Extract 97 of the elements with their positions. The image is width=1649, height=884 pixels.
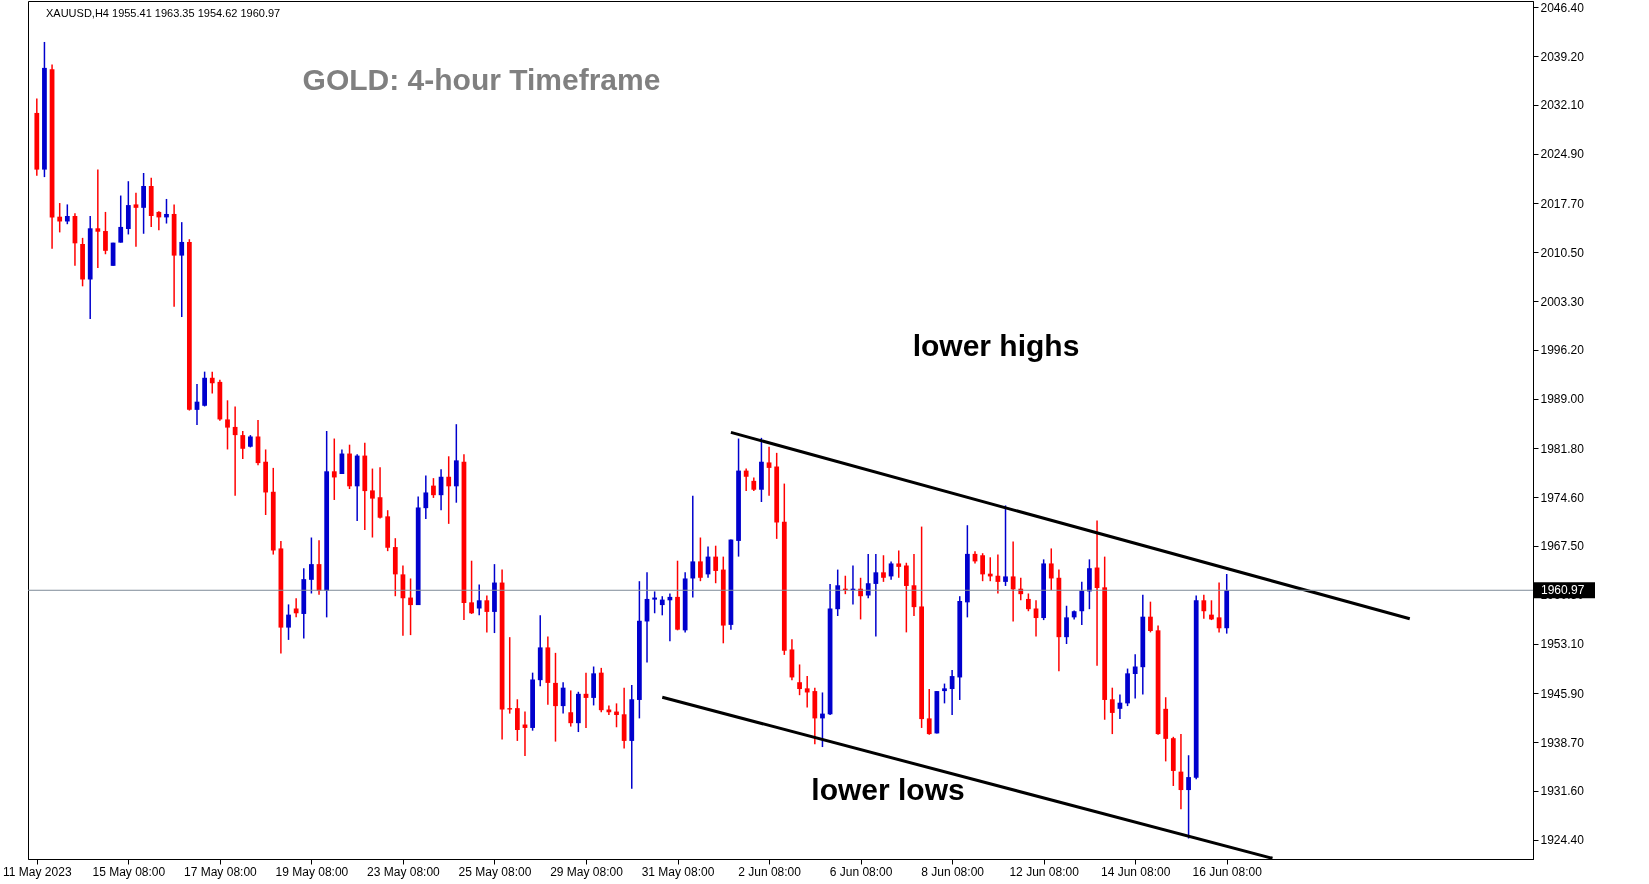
y-tick-label: 2003.30: [1540, 294, 1585, 309]
candlestick: [293, 597, 299, 619]
ref-line-label: 1960.97: [1541, 583, 1585, 598]
x-tick-label: 15 May 08:00: [92, 864, 166, 879]
y-tick-label: 1953.10: [1540, 637, 1585, 652]
y-tick-label: 1989.00: [1540, 392, 1585, 407]
candlestick: [873, 553, 879, 638]
x-tick-label: 8 Jun 08:00: [921, 864, 985, 879]
y-tick-label: 1924.40: [1540, 833, 1585, 848]
y-tick-label: 1996.20: [1540, 343, 1585, 358]
candlestick: [1148, 600, 1153, 634]
y-tick-label: 1974.60: [1540, 490, 1585, 505]
candlestick: [286, 603, 291, 641]
candlestick: [1003, 504, 1008, 587]
candlestick: [1048, 547, 1054, 591]
candlestick: [896, 549, 902, 579]
candlestick: [614, 702, 619, 729]
x-tick-label: 14 Jun 08:00: [1100, 864, 1171, 879]
x-tick-label: 17 May 08:00: [184, 864, 258, 879]
y-tick-label: 1931.60: [1540, 784, 1585, 799]
candlestick: [331, 437, 337, 501]
x-tick-label: 6 Jun 08:00: [829, 864, 893, 879]
candlestick: [553, 652, 558, 743]
candlestick: [133, 192, 139, 248]
candlestick: [423, 474, 429, 520]
annotation: XAUUSD,H4 1955.41 1963.35 1954.62 1960.97: [46, 7, 281, 19]
candlestick: [141, 172, 146, 235]
candlestick: [164, 198, 169, 225]
candlestick: [431, 477, 436, 499]
candlestick: [659, 595, 665, 617]
candlestick: [949, 669, 955, 716]
candlestick: [865, 553, 871, 600]
y-tick-label: 2010.50: [1540, 245, 1585, 260]
candlestick: [484, 594, 490, 634]
text: GOLD: 4-hour Timeframe: [302, 63, 661, 96]
y-tick-label: 2024.90: [1540, 147, 1585, 162]
y-tick-label: 1938.70: [1540, 735, 1585, 750]
candlestick: [240, 430, 246, 460]
y-tick-label: 2046.40: [1540, 0, 1585, 15]
candlestick: [698, 536, 703, 582]
candlestick: [1186, 754, 1191, 840]
x-tick-label: 25 May 08:00: [458, 864, 532, 879]
candlestick: [64, 203, 70, 225]
candlestick: [156, 210, 162, 232]
annotation: lower lows: [811, 773, 965, 806]
x-tick-label: 16 Jun 08:00: [1192, 864, 1263, 879]
candlestick: [1201, 594, 1207, 620]
candlestick: [1064, 605, 1069, 645]
y-tick-label: 2039.20: [1540, 49, 1585, 64]
x-tick-label: 11 May 2023: [3, 864, 72, 879]
candlestick: [408, 577, 413, 636]
candlestick: [469, 559, 474, 615]
y-tick-label: 1967.50: [1540, 539, 1585, 554]
candlestick: [103, 211, 108, 255]
candlestick: [179, 221, 185, 318]
candlestick: [980, 552, 986, 582]
candlestick: [209, 370, 215, 395]
candlestick: [514, 698, 520, 742]
candlestick: [942, 682, 947, 705]
candlestick: [225, 399, 230, 451]
candlestick: [1109, 686, 1115, 735]
candlestick: [1132, 653, 1138, 700]
candlestick: [1087, 558, 1092, 610]
y-tick-label: 2032.10: [1540, 98, 1585, 113]
candlestick: [881, 554, 886, 583]
candlestick: [713, 544, 719, 584]
y-tick-label: 1945.90: [1540, 686, 1585, 701]
candlestick: [804, 675, 810, 709]
candlestick: [370, 467, 375, 539]
candlestick: [690, 495, 696, 599]
candlestick: [903, 562, 909, 634]
candlestick: [309, 536, 314, 595]
candlestick: [743, 467, 749, 492]
candlestick: [118, 194, 124, 244]
candlestick: [568, 689, 574, 728]
candlestick: [652, 590, 658, 615]
candlestick: [95, 168, 101, 269]
x-tick-label: 31 May 08:00: [641, 864, 715, 879]
candlestick: [926, 688, 932, 736]
x-tick-label: 12 Jun 08:00: [1009, 864, 1080, 879]
candlestick: [1079, 581, 1085, 626]
candlestick: [232, 405, 238, 497]
candlestick: [125, 180, 131, 236]
y-tick-label: 1981.80: [1540, 441, 1585, 456]
candlestick: [1010, 540, 1016, 623]
candlestick: [446, 455, 452, 525]
candlestick: [766, 445, 772, 497]
x-tick-label: 29 May 08:00: [550, 864, 624, 879]
x-tick-label: 19 May 08:00: [275, 864, 349, 879]
y-tick-label: 2017.70: [1540, 196, 1585, 211]
candlestick: [507, 636, 513, 715]
annotation: lower highs: [912, 329, 1080, 362]
x-tick-label: 23 May 08:00: [367, 864, 441, 879]
candlestick: [797, 663, 802, 696]
candlestick: [835, 568, 841, 617]
candlestick: [476, 583, 482, 617]
x-tick-label: 2 Jun 08:00: [738, 864, 802, 879]
